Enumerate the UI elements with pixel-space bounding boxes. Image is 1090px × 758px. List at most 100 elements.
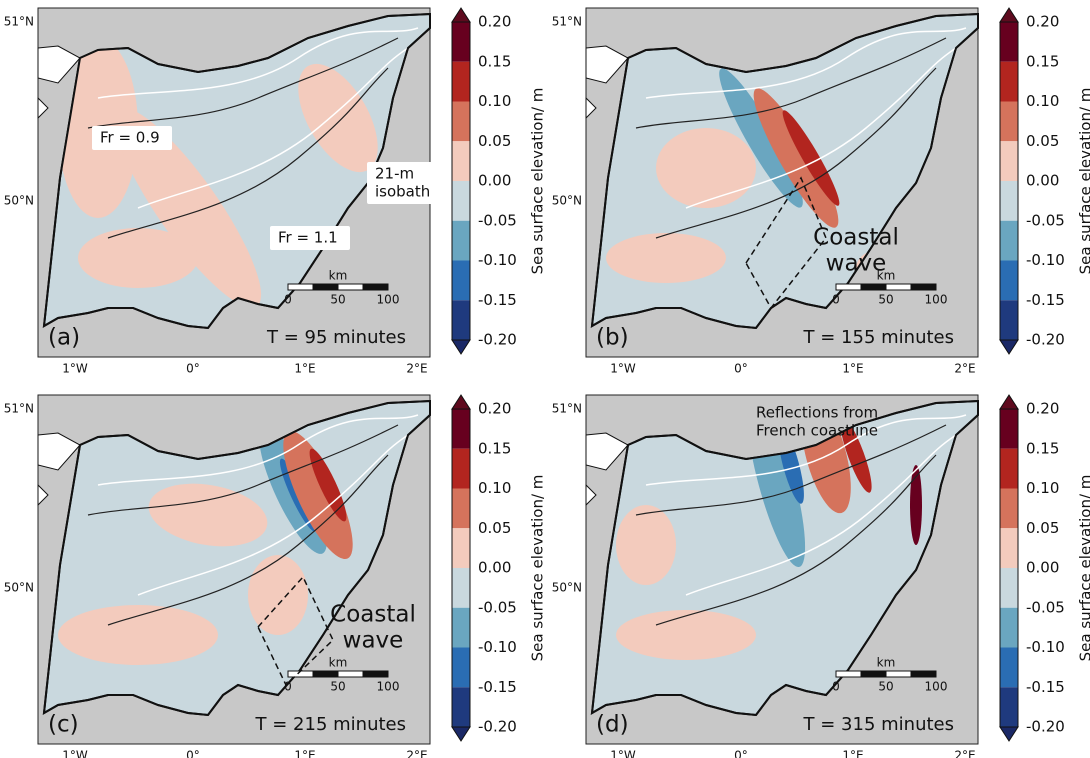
x-tick-label: 1°W — [62, 362, 88, 376]
annotation: Fr = 1.1 — [278, 229, 338, 247]
scalebar-segment — [287, 283, 314, 291]
colorbar-segment — [452, 101, 470, 142]
colorbar-frame — [451, 408, 471, 728]
colorbar-segment — [452, 488, 470, 529]
panel: 1°W 0° 1°E 2°E 51°N 50°N km 0 50 100 (a) T = 95 min… — [4, 7, 547, 376]
colorbar-tick: -0.10 — [1026, 638, 1065, 656]
colorbar-tick: -0.10 — [1026, 251, 1065, 269]
scalebar-segment — [312, 283, 339, 291]
colorbar-segment — [452, 409, 470, 449]
colorbar-tick: 0.10 — [1026, 479, 1059, 497]
colorbar-segment — [452, 181, 470, 221]
scalebar-unit: km — [877, 656, 896, 670]
anomaly-patch — [753, 88, 839, 228]
colorbar-extend-bottom — [451, 339, 471, 355]
colorbar-segment — [452, 607, 470, 648]
anomaly-patch — [283, 430, 353, 560]
x-tick-label: 1°E — [842, 362, 863, 376]
colorbar-segment — [452, 61, 470, 102]
colorbar-segment — [1000, 141, 1018, 181]
colorbar-segment — [452, 220, 470, 261]
scalebar-tick: 0 — [832, 293, 840, 307]
colorbar-segment — [452, 568, 470, 608]
scalebar-unit: km — [329, 269, 348, 283]
annotation: Coastal — [813, 225, 899, 251]
panel-time: T = 315 minutes — [803, 714, 954, 735]
panel-time: T = 155 minutes — [803, 327, 954, 348]
anomaly-patch — [840, 417, 872, 493]
colorbar-tick: -0.05 — [1026, 598, 1065, 616]
colorbar-extend-top — [999, 7, 1019, 23]
depth-contour — [635, 424, 947, 626]
colorbar-tick: 0.05 — [1026, 132, 1059, 150]
x-tick-label: 2°E — [406, 749, 427, 758]
anomaly-patch — [114, 108, 262, 308]
y-tick-label: 51°N — [552, 15, 582, 29]
colorbar-tick: 0.00 — [1026, 559, 1059, 577]
colorbar-segment — [1000, 568, 1018, 608]
anomaly-patch — [910, 465, 922, 545]
x-tick-label: 0° — [734, 362, 748, 376]
annotation: Fr = 0.9 — [100, 129, 160, 147]
colorbar-tick: -0.20 — [478, 331, 517, 349]
colorbar-segment — [452, 647, 470, 688]
colorbar-frame — [999, 408, 1019, 728]
scalebar-tick: 50 — [878, 293, 893, 307]
colorbar-extend-top — [451, 394, 471, 410]
england-coast — [37, 432, 81, 507]
scalebar-segment — [835, 283, 862, 291]
annotation: 21-m — [375, 165, 414, 183]
scalebar-segment — [860, 670, 887, 678]
colorbar-tick: 0.00 — [478, 172, 511, 190]
colorbar-segment — [1000, 300, 1018, 340]
colorbar-tick: -0.15 — [478, 291, 517, 309]
colorbar-frame — [999, 21, 1019, 341]
scalebar-segment — [910, 283, 937, 291]
scalebar-segment — [885, 283, 912, 291]
scalebar-segment — [860, 283, 887, 291]
panel-label: (d) — [596, 712, 629, 738]
colorbar-tick: 0.20 — [478, 13, 511, 31]
anomaly-patch — [782, 110, 840, 206]
panel: 1°W 0° 1°E 2°E 51°N 50°N km 0 50 100 (b) T = 155 mi… — [552, 7, 1090, 376]
colorbar-segment — [1000, 687, 1018, 727]
x-tick-label: 0° — [734, 749, 748, 758]
colorbar-segment — [1000, 61, 1018, 102]
depth-contour — [87, 37, 399, 239]
colorbar-label: Sea surface elevation/ m — [529, 475, 547, 662]
annotation: Reflections from — [756, 404, 878, 422]
colorbar-extend-bottom — [999, 339, 1019, 355]
colorbar-tick: 0.10 — [478, 92, 511, 110]
scalebar-segment — [910, 670, 937, 678]
y-tick-label: 50°N — [552, 194, 582, 208]
anomaly-patch — [616, 610, 756, 660]
scalebar-unit: km — [877, 269, 896, 283]
domain-border — [590, 12, 979, 330]
scalebar-unit: km — [329, 656, 348, 670]
colorbar-segment — [1000, 101, 1018, 142]
anomaly-patch — [148, 483, 268, 547]
isobath — [645, 27, 967, 209]
annotation-box — [270, 226, 350, 250]
scalebar-segment — [312, 670, 339, 678]
scalebar-tick: 50 — [878, 680, 893, 694]
domain-border — [590, 399, 979, 717]
panel: 1°W 0° 1°E 2°E 51°N 50°N km 0 50 100 (c) T = 215 mi… — [4, 394, 547, 758]
y-tick-label: 50°N — [552, 581, 582, 595]
colorbar-tick: 0.05 — [478, 519, 511, 537]
panel-time: T = 95 minutes — [266, 327, 406, 348]
panel-label: (a) — [48, 325, 80, 351]
y-tick-label: 51°N — [4, 402, 34, 416]
colorbar-label: Sea surface elevation/ m — [1077, 88, 1090, 275]
x-tick-label: 1°E — [294, 362, 315, 376]
colorbar-segment — [452, 260, 470, 301]
colorbar-tick: -0.10 — [478, 251, 517, 269]
y-tick-label: 50°N — [4, 581, 34, 595]
scalebar-tick: 100 — [925, 293, 948, 307]
isobath — [645, 414, 967, 596]
y-tick-label: 51°N — [4, 15, 34, 29]
scalebar-tick: 100 — [925, 680, 948, 694]
colorbar-segment — [452, 687, 470, 727]
isobath — [97, 414, 419, 596]
colorbar-tick: 0.20 — [1026, 13, 1059, 31]
